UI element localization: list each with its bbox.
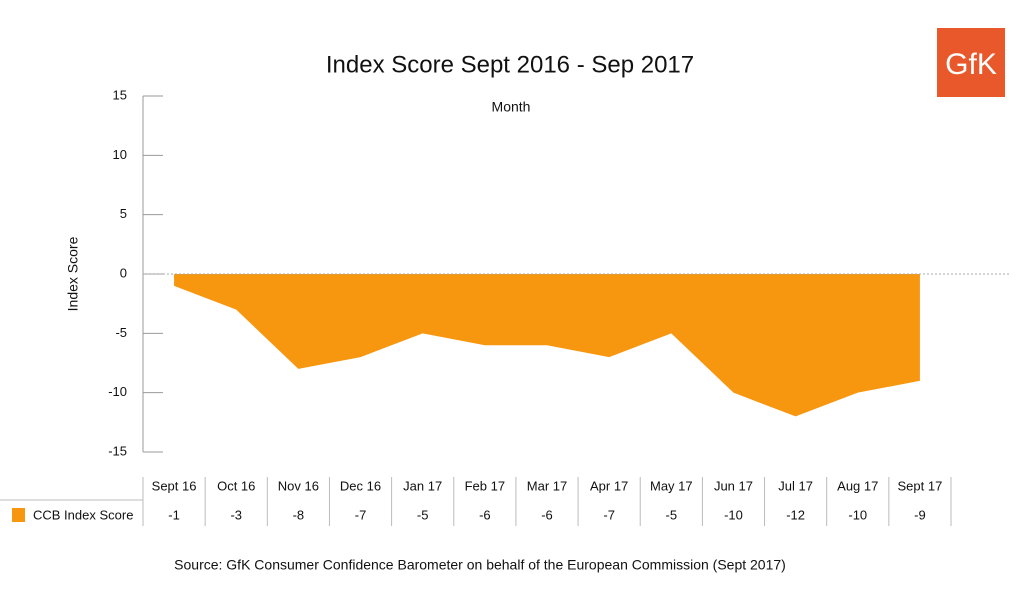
table-value: -9 [914, 507, 926, 522]
x-tick-label: Dec 16 [340, 478, 381, 493]
area [174, 274, 920, 417]
x-tick-label: Feb 17 [465, 478, 505, 493]
y-tick-label: -15 [108, 443, 127, 458]
x-tick-label: May 17 [650, 478, 693, 493]
table-value: -7 [355, 507, 367, 522]
x-tick-label: Jul 17 [778, 478, 813, 493]
table-value: -12 [786, 507, 805, 522]
y-tick-label: -5 [115, 325, 127, 340]
x-tick-label: Oct 16 [217, 478, 255, 493]
x-tick-label: Jun 17 [714, 478, 753, 493]
x-axis-label: Month [492, 99, 531, 115]
x-tick-label: Sept 16 [152, 478, 197, 493]
y-tick-label: 15 [113, 87, 127, 102]
table-value: -8 [293, 507, 305, 522]
table-value: -5 [417, 507, 429, 522]
table-value: -1 [168, 507, 180, 522]
table-value: -7 [603, 507, 615, 522]
table-value: -10 [724, 507, 743, 522]
table-value: -6 [541, 507, 553, 522]
legend-swatch [12, 508, 25, 522]
x-tick-label: Nov 16 [278, 478, 319, 493]
table-value: -6 [479, 507, 491, 522]
y-tick-label: -10 [108, 384, 127, 399]
y-axis-label: Index Score [65, 236, 81, 311]
table-value: -5 [666, 507, 678, 522]
y-tick-label: 0 [120, 265, 127, 280]
logo: GfK [945, 48, 997, 81]
x-tick-label: Apr 17 [590, 478, 628, 493]
chart-title: Index Score Sept 2016 - Sep 2017 [326, 51, 694, 78]
table-value: -10 [848, 507, 867, 522]
x-tick-label: Mar 17 [527, 478, 567, 493]
logo-box [937, 28, 1005, 97]
x-tick-label: Sept 17 [898, 478, 943, 493]
y-tick-label: 10 [113, 147, 127, 162]
table-value: -3 [230, 507, 242, 522]
x-tick-label: Aug 17 [837, 478, 878, 493]
legend-label: CCB Index Score [33, 507, 133, 522]
source: Source: GfK Consumer Confidence Baromete… [174, 557, 786, 573]
y-tick-label: 5 [120, 206, 127, 221]
x-tick-label: Jan 17 [403, 478, 442, 493]
